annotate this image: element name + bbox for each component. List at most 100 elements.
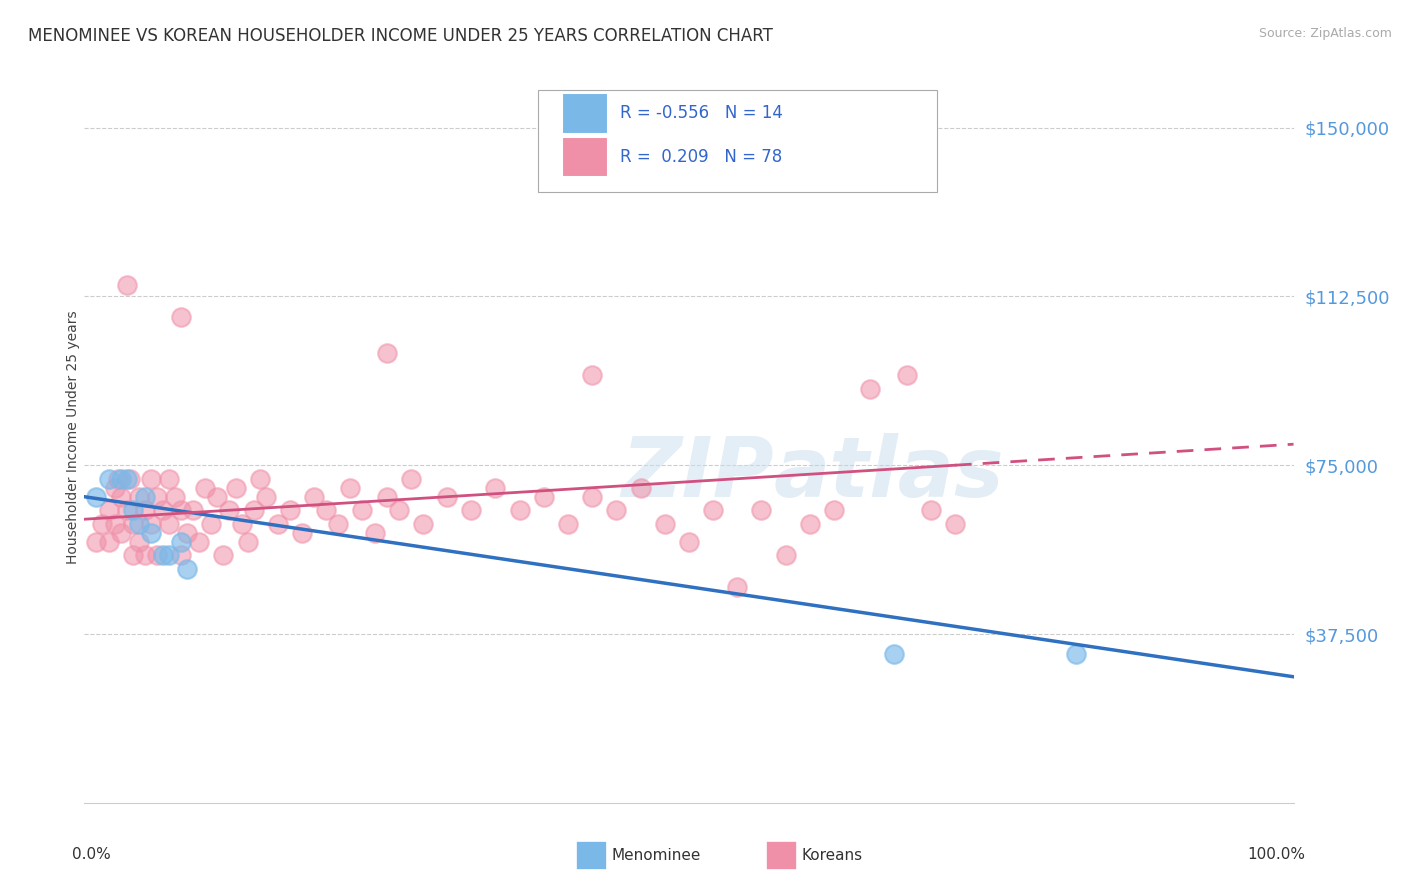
Point: [194, 481, 217, 495]
Bar: [562, 137, 607, 178]
Point: [134, 503, 156, 517]
Point: [110, 490, 132, 504]
Point: [375, 490, 398, 504]
Point: [157, 472, 180, 486]
Point: [859, 382, 882, 396]
Point: [104, 516, 127, 531]
Point: [181, 503, 204, 517]
Point: [207, 490, 229, 504]
Point: [236, 534, 259, 549]
Point: [460, 503, 482, 517]
Point: [170, 503, 193, 517]
Point: [630, 481, 652, 495]
Point: [134, 490, 156, 504]
Point: [121, 548, 143, 562]
Point: [557, 516, 579, 531]
Point: [128, 490, 150, 504]
Point: [278, 503, 301, 517]
Point: [212, 548, 235, 562]
Point: [363, 525, 385, 540]
Text: R = -0.556   N = 14: R = -0.556 N = 14: [620, 104, 783, 122]
Point: [104, 481, 127, 495]
Point: [176, 525, 198, 540]
Point: [86, 490, 108, 504]
Point: [242, 503, 264, 517]
Point: [509, 503, 531, 517]
Point: [352, 503, 374, 517]
Point: [139, 525, 162, 540]
Point: [1064, 647, 1087, 661]
Point: [115, 503, 138, 517]
Point: [121, 516, 143, 531]
Point: [128, 534, 150, 549]
Point: [920, 503, 942, 517]
Point: [581, 368, 603, 383]
Point: [146, 490, 169, 504]
Point: [412, 516, 434, 531]
Point: [302, 490, 325, 504]
Point: [328, 516, 350, 531]
Point: [157, 516, 180, 531]
Point: [97, 534, 120, 549]
Point: [134, 548, 156, 562]
Point: [200, 516, 222, 531]
Point: [97, 503, 120, 517]
Text: 100.0%: 100.0%: [1247, 847, 1306, 862]
Point: [139, 472, 162, 486]
Point: [291, 525, 314, 540]
Point: [139, 516, 162, 531]
Point: [702, 503, 724, 517]
Point: [678, 534, 700, 549]
Point: [375, 345, 398, 359]
Point: [120, 472, 142, 486]
Point: [115, 472, 138, 486]
Point: [533, 490, 555, 504]
Point: [315, 503, 337, 517]
Point: [254, 490, 277, 504]
Point: [86, 534, 108, 549]
Point: [107, 472, 129, 486]
Point: [115, 278, 138, 293]
Text: ZIP: ZIP: [621, 434, 773, 514]
Point: [436, 490, 458, 504]
Point: [605, 503, 627, 517]
Point: [121, 503, 143, 517]
FancyBboxPatch shape: [538, 90, 936, 192]
Point: [110, 472, 132, 486]
Point: [110, 525, 132, 540]
Point: [152, 548, 174, 562]
Point: [231, 516, 253, 531]
Text: atlas: atlas: [773, 434, 1004, 514]
Point: [654, 516, 676, 531]
Text: Koreans: Koreans: [801, 848, 862, 863]
Point: [170, 534, 193, 549]
Point: [896, 368, 918, 383]
Point: [484, 481, 506, 495]
Point: [775, 548, 797, 562]
Point: [388, 503, 411, 517]
Point: [399, 472, 422, 486]
Point: [823, 503, 845, 517]
Point: [883, 647, 905, 661]
Point: [91, 516, 114, 531]
Text: R =  0.209   N = 78: R = 0.209 N = 78: [620, 148, 782, 166]
Point: [751, 503, 773, 517]
Text: Source: ZipAtlas.com: Source: ZipAtlas.com: [1258, 27, 1392, 40]
Text: 0.0%: 0.0%: [72, 847, 111, 862]
Point: [188, 534, 211, 549]
Point: [97, 472, 120, 486]
Point: [165, 490, 187, 504]
Point: [128, 516, 150, 531]
Bar: [562, 94, 607, 134]
Text: Menominee: Menominee: [612, 848, 702, 863]
Point: [170, 310, 193, 324]
Text: MENOMINEE VS KOREAN HOUSEHOLDER INCOME UNDER 25 YEARS CORRELATION CHART: MENOMINEE VS KOREAN HOUSEHOLDER INCOME U…: [28, 27, 773, 45]
Point: [225, 481, 247, 495]
Point: [725, 580, 748, 594]
Point: [581, 490, 603, 504]
Point: [218, 503, 240, 517]
Y-axis label: Householder Income Under 25 years: Householder Income Under 25 years: [66, 310, 80, 564]
Point: [267, 516, 290, 531]
Point: [152, 503, 174, 517]
Point: [157, 548, 180, 562]
